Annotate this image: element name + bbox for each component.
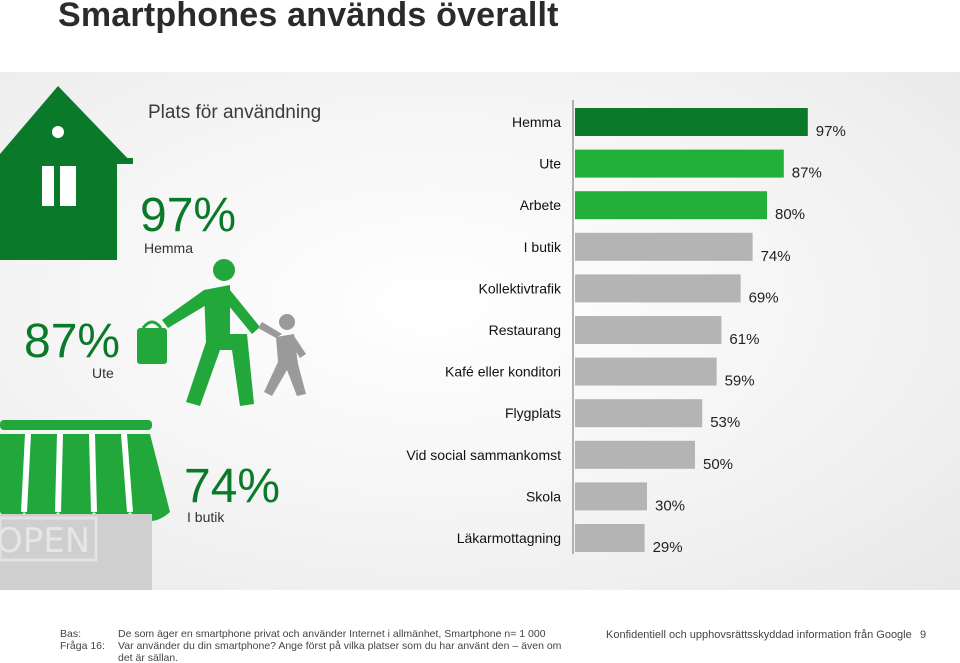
bar <box>575 357 717 386</box>
bar <box>575 316 722 344</box>
category-label: Restaurang <box>489 322 561 338</box>
stat-store-value: 74% <box>184 460 281 513</box>
question-key: Fråga 16: <box>60 640 105 652</box>
value-label: 61% <box>729 331 759 348</box>
illustrations: OPEN <box>0 86 306 590</box>
category-label: Läkarmottagning <box>457 530 561 546</box>
category-label: Hemma <box>512 114 561 130</box>
value-label: 80% <box>775 206 805 223</box>
value-label: 97% <box>816 123 846 140</box>
bar <box>575 149 784 178</box>
page-number: 9 <box>920 629 927 641</box>
category-label: Kollektivtrafik <box>479 280 562 296</box>
category-label: Ute <box>539 156 561 172</box>
svg-text:OPEN: OPEN <box>0 521 90 561</box>
confidential-notice: Konfidentiell och upphovsrättsskyddad in… <box>606 629 912 641</box>
category-label: Vid social sammankomst <box>406 447 561 463</box>
chart-title: Plats för användning <box>148 102 322 123</box>
value-label: 50% <box>703 456 733 473</box>
stat-home-label: Hemma <box>144 240 194 256</box>
shop-awning-icon: OPEN <box>0 420 170 590</box>
value-label: 59% <box>725 373 755 390</box>
value-label: 30% <box>655 497 685 514</box>
value-label: 69% <box>749 289 779 306</box>
category-label: Flygplats <box>505 405 561 421</box>
bar <box>575 232 753 261</box>
stat-store-label: I butik <box>187 509 225 525</box>
footer: Bas: De som äger en smartphone privat oc… <box>0 628 960 663</box>
base-key: Bas: <box>60 628 82 640</box>
stat-outdoors-value: 87% <box>24 315 121 368</box>
value-label: 53% <box>710 414 740 431</box>
base-text: De som äger en smartphone privat och anv… <box>118 628 546 640</box>
value-label: 74% <box>761 248 791 265</box>
bar <box>575 524 645 552</box>
slide-title: Smartphones används överallt <box>58 0 559 34</box>
category-label: Arbete <box>520 197 561 213</box>
stat-home-value: 97% <box>140 189 237 242</box>
question-line-1: Var använder du din smartphone? Ange för… <box>118 640 562 652</box>
house-icon <box>0 86 133 260</box>
category-label: Kafé eller konditori <box>445 364 561 380</box>
bar-chart: Hemma 97% Ute 87% Arbete 80% I butik 74% Kollekt… <box>406 100 846 556</box>
question-line-2: det är sällan. <box>118 652 179 663</box>
value-label: 87% <box>792 165 822 182</box>
category-label: Skola <box>526 488 561 504</box>
bar <box>575 399 703 428</box>
walking-people-icon <box>137 259 306 406</box>
chart-panel: OPEN Plats för användning 97% Hemma 87% … <box>0 72 960 590</box>
bar <box>575 482 647 511</box>
category-label: I butik <box>524 239 562 255</box>
bar <box>575 274 741 303</box>
value-label: 29% <box>653 539 683 556</box>
bar <box>575 440 695 469</box>
stat-outdoors-label: Ute <box>92 365 114 381</box>
bar <box>575 191 767 220</box>
bar <box>575 108 808 136</box>
